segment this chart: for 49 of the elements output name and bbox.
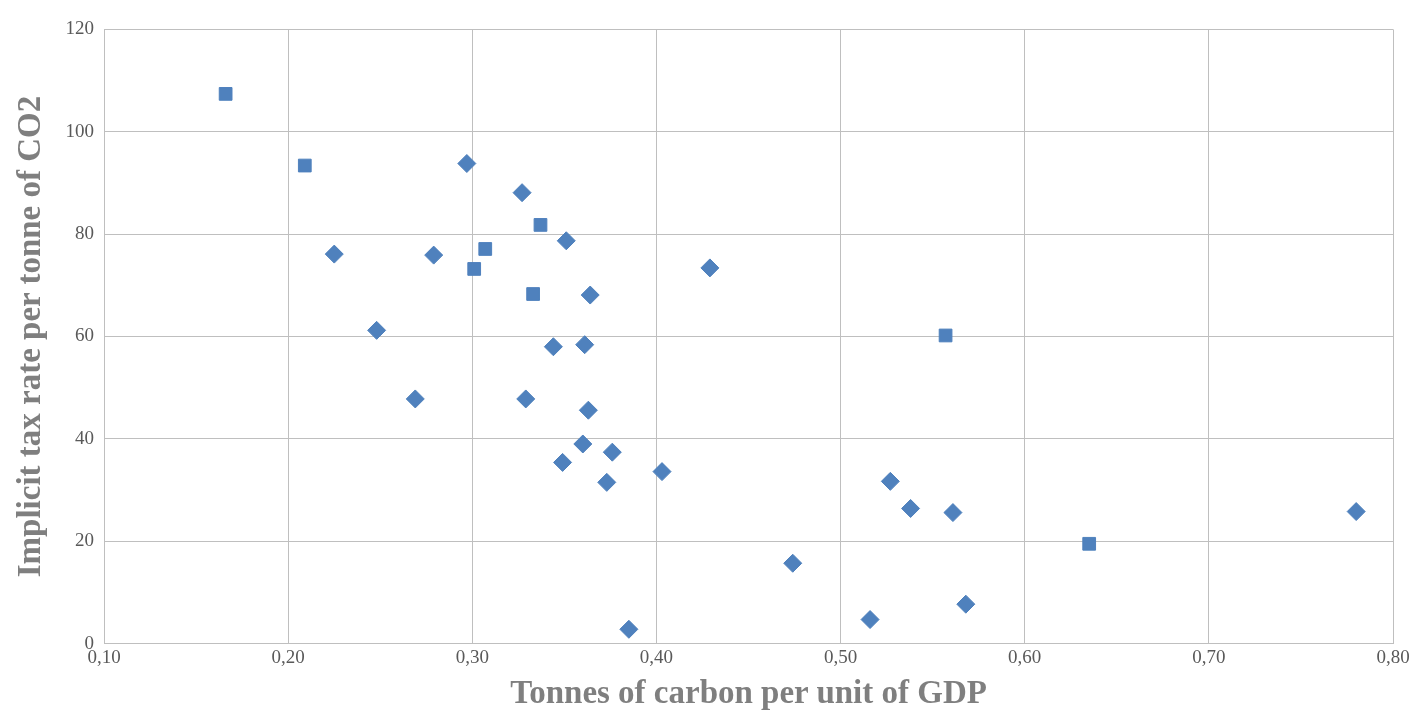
point — [324, 244, 344, 264]
point — [652, 462, 672, 482]
y-tick-label: 100 — [65, 119, 95, 141]
point — [526, 287, 540, 301]
point — [578, 400, 598, 420]
point — [297, 158, 312, 173]
x-tick-label: 0,30 — [455, 645, 489, 667]
x-axis-title: Tonnes of carbon per unit of GDP — [510, 673, 987, 710]
point — [880, 471, 900, 491]
x-tick-label: 0,50 — [823, 645, 858, 667]
x-tick-label: 0,70 — [1192, 645, 1226, 667]
y-tick-label: 20 — [75, 529, 95, 551]
point — [533, 218, 548, 232]
point — [602, 442, 622, 462]
point — [901, 498, 921, 518]
point — [700, 258, 720, 278]
point — [457, 154, 477, 173]
point — [367, 320, 387, 340]
point — [575, 335, 595, 355]
point — [512, 183, 532, 203]
y-tick-label: 40 — [75, 426, 95, 448]
point — [619, 619, 639, 639]
point — [218, 87, 233, 101]
y-tick-label: 80 — [75, 222, 95, 244]
point — [1082, 536, 1097, 551]
y-tick-label: 120 — [65, 17, 95, 39]
x-tick-label: 0,20 — [271, 645, 305, 667]
point — [424, 245, 444, 265]
point — [553, 452, 573, 472]
point — [405, 389, 425, 409]
point — [860, 610, 880, 630]
x-tick-label: 0,40 — [639, 645, 674, 667]
x-tick-label: 0,60 — [1008, 645, 1042, 667]
point — [467, 262, 482, 276]
point — [597, 472, 617, 492]
y-tick-label: 60 — [75, 324, 95, 346]
point — [1346, 502, 1366, 522]
y-axis-title: Implicit tax rate per tonne of CO2 — [11, 95, 48, 578]
point — [938, 328, 953, 343]
point — [556, 231, 576, 251]
point — [943, 503, 963, 523]
point — [543, 337, 563, 357]
point — [516, 389, 536, 409]
point — [783, 553, 803, 573]
point — [573, 434, 593, 454]
point — [580, 285, 600, 305]
point — [956, 594, 976, 614]
point — [478, 242, 493, 256]
x-tick-label: 0,80 — [1376, 645, 1410, 667]
